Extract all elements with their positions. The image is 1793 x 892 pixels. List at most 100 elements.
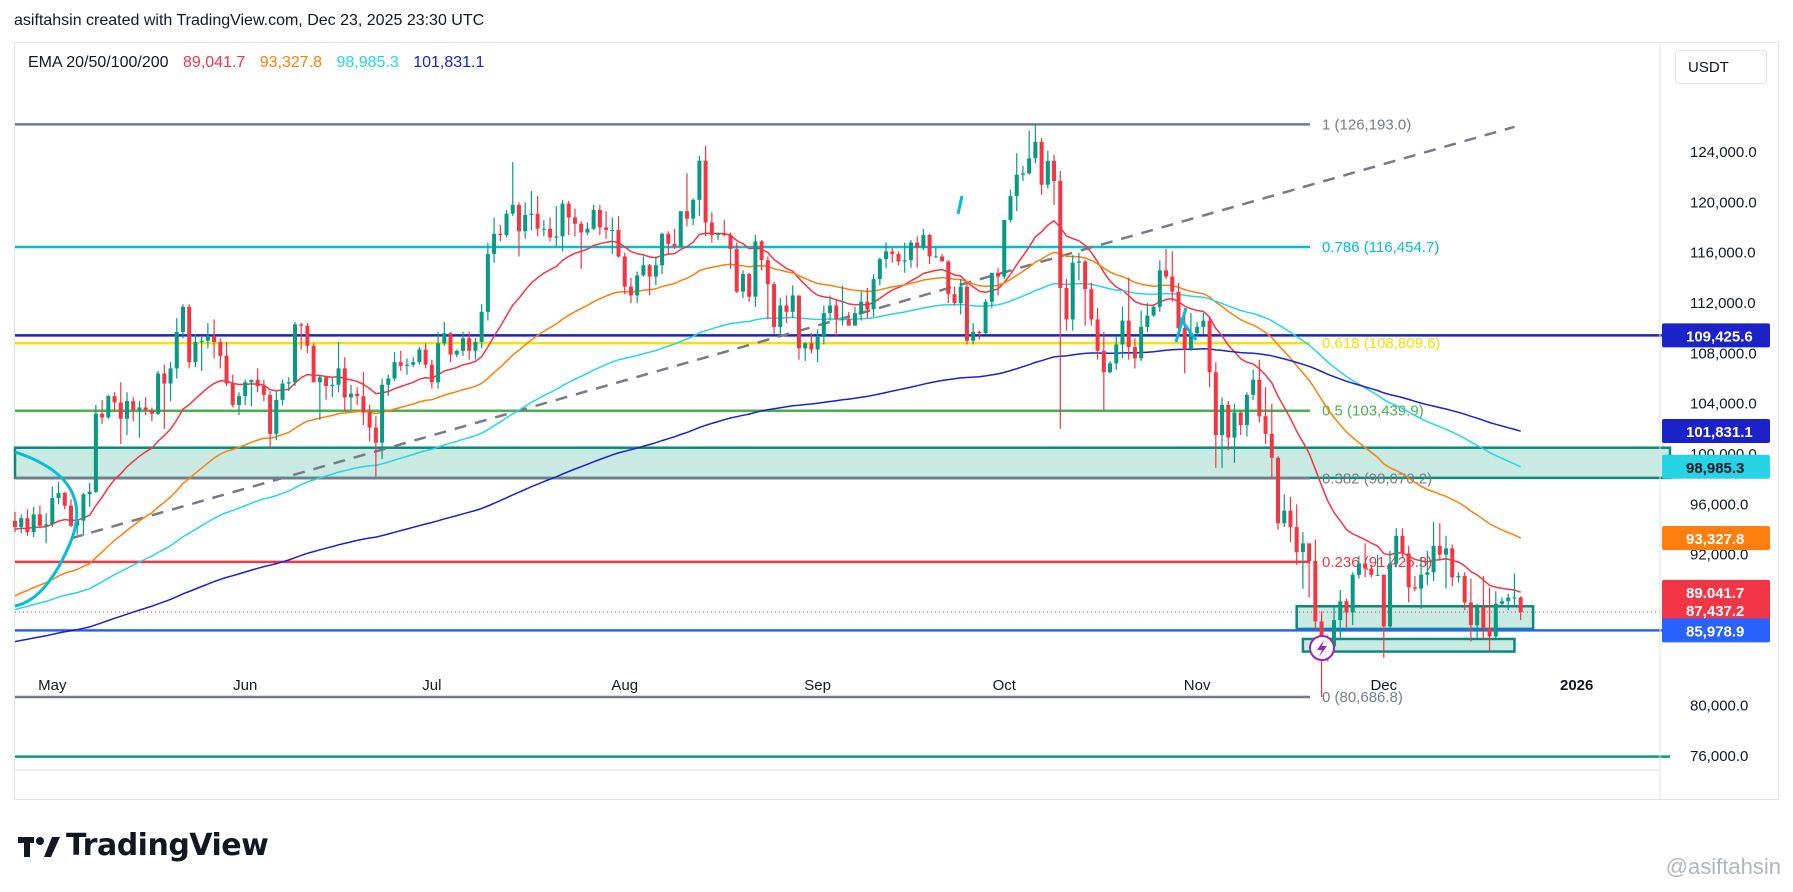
candle bbox=[1431, 521, 1436, 582]
candle-body bbox=[243, 382, 248, 397]
ema-100-value: 98,985.3 bbox=[336, 54, 399, 71]
y-tick-label: 112,000.0 bbox=[1690, 295, 1756, 312]
tradingview-logo[interactable]: TradingView bbox=[18, 828, 269, 863]
candle-body bbox=[342, 368, 347, 398]
candle bbox=[81, 493, 86, 536]
candle-body bbox=[1120, 320, 1125, 345]
candle-body bbox=[174, 331, 179, 369]
candle-body bbox=[1419, 574, 1424, 589]
candle-body bbox=[691, 199, 696, 219]
candle-body bbox=[1207, 320, 1212, 373]
candle-body bbox=[212, 335, 217, 343]
candle-body bbox=[915, 242, 920, 248]
candle-body bbox=[796, 295, 801, 349]
candle bbox=[1437, 523, 1442, 560]
candle bbox=[579, 221, 584, 270]
candle-body bbox=[1493, 603, 1498, 637]
candle bbox=[996, 267, 1001, 296]
x-tick-label: Aug bbox=[611, 677, 638, 694]
x-tick-label: Jul bbox=[422, 677, 441, 694]
candle bbox=[890, 247, 895, 263]
fib-level-label-4: 0.382 (98,070.2) bbox=[1322, 470, 1432, 487]
candle-body bbox=[37, 514, 42, 526]
candle bbox=[398, 350, 403, 371]
candle-body bbox=[317, 377, 322, 383]
candle-body bbox=[1369, 568, 1374, 575]
candle-body bbox=[1487, 627, 1492, 637]
candle-body bbox=[311, 345, 316, 383]
candle bbox=[1394, 528, 1399, 568]
candle bbox=[149, 407, 154, 422]
candle-body bbox=[348, 393, 353, 398]
candle-body bbox=[803, 343, 808, 349]
candle bbox=[852, 306, 857, 326]
candle bbox=[572, 208, 577, 237]
candle bbox=[1095, 308, 1100, 360]
candle-body bbox=[1300, 543, 1305, 553]
candle-body bbox=[1002, 219, 1007, 277]
candle bbox=[1101, 331, 1106, 410]
candle bbox=[236, 392, 241, 415]
candle bbox=[1020, 165, 1025, 181]
brand-name: TradingView bbox=[66, 828, 269, 863]
currency-selector[interactable]: USDT bbox=[1675, 50, 1767, 84]
candle-body bbox=[1014, 174, 1019, 197]
candle-body bbox=[678, 211, 683, 247]
ema-200-line bbox=[15, 348, 1521, 643]
candle-body bbox=[280, 383, 285, 400]
candle-body bbox=[591, 209, 596, 229]
candle-body bbox=[983, 301, 988, 334]
candle bbox=[112, 392, 117, 412]
candle-body bbox=[840, 319, 845, 321]
candle-body bbox=[709, 222, 714, 236]
candle bbox=[13, 511, 17, 533]
candle bbox=[933, 247, 938, 258]
candle bbox=[1456, 572, 1461, 583]
candle-body bbox=[274, 399, 279, 434]
price-badge-label-3: 93,327.8 bbox=[1686, 531, 1744, 548]
candle-body bbox=[716, 233, 721, 236]
candle bbox=[1244, 392, 1249, 437]
candle bbox=[790, 285, 795, 319]
candle-body bbox=[261, 386, 266, 395]
candle bbox=[436, 331, 441, 389]
candle-body bbox=[1238, 412, 1243, 426]
candle bbox=[1263, 387, 1268, 444]
candle-body bbox=[1213, 372, 1218, 436]
candle bbox=[162, 364, 167, 429]
candle bbox=[821, 305, 826, 345]
y-tick-label: 96,000.0 bbox=[1690, 496, 1748, 513]
candle-body bbox=[1083, 261, 1088, 290]
candle-body bbox=[1456, 576, 1461, 578]
ema-legend[interactable]: EMA 20/50/100/200 89,041.7 93,327.8 98,9… bbox=[28, 54, 494, 72]
tick-annotation bbox=[956, 195, 964, 215]
candle-body bbox=[566, 203, 571, 218]
candle bbox=[1369, 564, 1374, 578]
candle bbox=[1300, 532, 1305, 589]
candle bbox=[983, 299, 988, 335]
candle-body bbox=[193, 342, 198, 363]
candle bbox=[840, 285, 845, 326]
candle bbox=[1338, 589, 1343, 641]
candle bbox=[429, 359, 434, 389]
candle-body bbox=[896, 253, 901, 262]
candle-body bbox=[1294, 526, 1299, 553]
candle-body bbox=[1164, 270, 1169, 277]
candle-body bbox=[523, 214, 528, 232]
candle-body bbox=[821, 313, 826, 337]
candle-body bbox=[1500, 601, 1505, 604]
ema-200-value: 101,831.1 bbox=[413, 54, 485, 71]
candle-body bbox=[1251, 379, 1256, 395]
candle bbox=[1468, 578, 1473, 642]
candle bbox=[660, 232, 665, 275]
candle-body bbox=[946, 261, 951, 295]
candle bbox=[174, 318, 179, 379]
candle-body bbox=[1388, 563, 1393, 627]
candle bbox=[243, 379, 248, 405]
candle bbox=[1045, 150, 1050, 189]
candle bbox=[796, 295, 801, 360]
candle bbox=[915, 236, 920, 268]
candle-body bbox=[498, 233, 503, 236]
candle bbox=[131, 397, 136, 422]
